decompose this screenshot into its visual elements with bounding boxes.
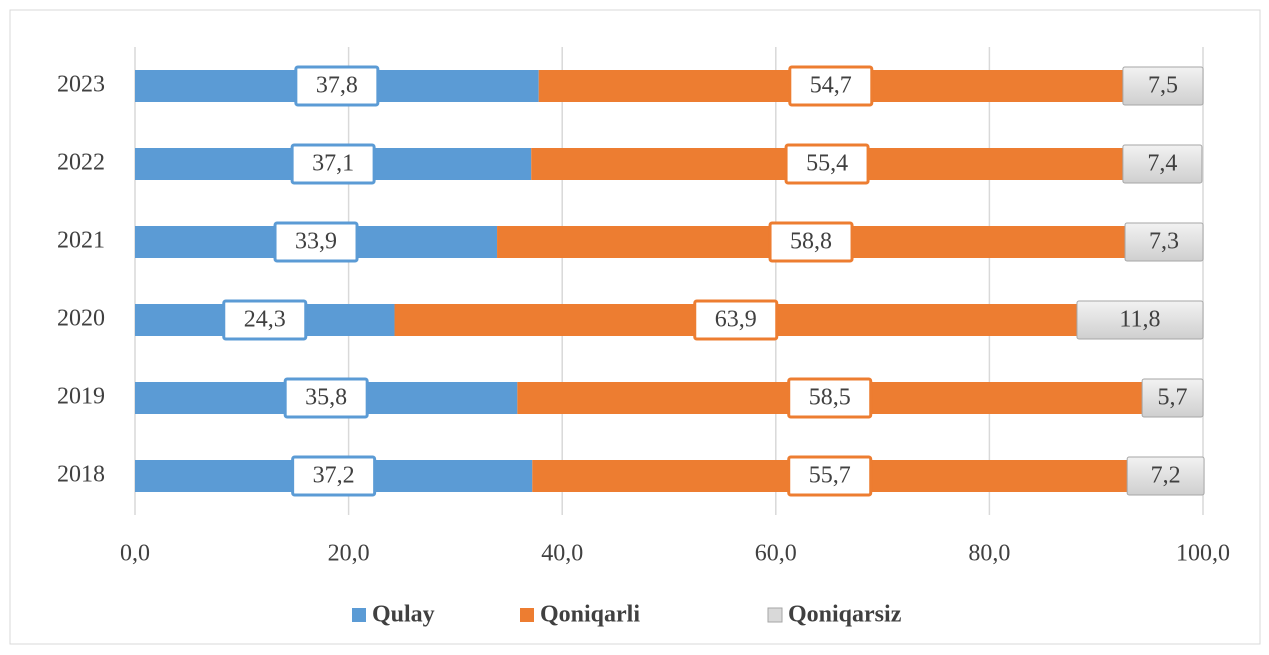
chart-frame <box>9 9 1261 645</box>
value-label: 5,7 <box>1158 385 1188 411</box>
value-label-box <box>1126 456 1205 496</box>
value-label-box <box>787 377 873 419</box>
value-label: 33,9 <box>295 229 337 255</box>
value-label-box <box>693 299 779 341</box>
value-label-box <box>787 455 873 497</box>
value-label: 55,4 <box>806 151 848 177</box>
value-label: 54,7 <box>810 73 852 99</box>
value-label: 63,9 <box>715 307 757 333</box>
x-tick-label: 80,0 <box>968 541 1010 567</box>
value-label-box <box>291 455 377 497</box>
x-tick-label: 100,0 <box>1176 541 1230 567</box>
legend-label: Qulay <box>372 602 435 628</box>
value-label: 37,1 <box>312 151 354 177</box>
value-label: 58,8 <box>790 229 832 255</box>
value-label-box <box>222 299 308 341</box>
value-label-box <box>788 65 874 107</box>
value-label: 24,3 <box>244 307 286 333</box>
value-label: 58,5 <box>809 385 851 411</box>
y-tick-label: 2021 <box>57 228 105 254</box>
value-label: 55,7 <box>809 463 851 489</box>
value-label: 7,3 <box>1149 229 1179 255</box>
value-label: 7,4 <box>1147 151 1177 177</box>
value-label-box <box>1122 66 1204 106</box>
x-tick-label: 0,0 <box>120 541 150 567</box>
value-label-box <box>290 143 376 185</box>
y-tick-label: 2019 <box>57 384 105 410</box>
value-label-box <box>768 221 854 263</box>
value-label-box <box>1076 300 1204 340</box>
value-label: 37,8 <box>316 73 358 99</box>
value-label: 7,2 <box>1151 463 1181 489</box>
x-tick-label: 60,0 <box>755 541 797 567</box>
value-label: 7,5 <box>1148 73 1178 99</box>
value-label-box <box>273 221 359 263</box>
x-tick-label: 40,0 <box>541 541 583 567</box>
value-label: 37,2 <box>313 463 355 489</box>
legend-swatch <box>520 608 534 622</box>
value-label: 35,8 <box>305 385 347 411</box>
y-tick-label: 2023 <box>57 72 105 98</box>
value-label-box <box>283 377 369 419</box>
x-tick-label: 20,0 <box>328 541 370 567</box>
legend-label: Qoniqarli <box>540 602 640 628</box>
value-label-box <box>1122 144 1203 184</box>
y-tick-label: 2022 <box>57 150 105 176</box>
legend-swatch <box>767 607 783 623</box>
y-tick-label: 2020 <box>57 306 105 332</box>
value-label-box <box>294 65 380 107</box>
value-label-box <box>1141 378 1204 418</box>
value-label-box <box>1124 222 1204 262</box>
legend-label: Qoniqarsiz <box>788 602 902 628</box>
legend-swatch <box>352 608 366 622</box>
value-label: 11,8 <box>1119 307 1160 333</box>
y-tick-label: 2018 <box>57 462 105 488</box>
value-label-box <box>784 143 870 185</box>
